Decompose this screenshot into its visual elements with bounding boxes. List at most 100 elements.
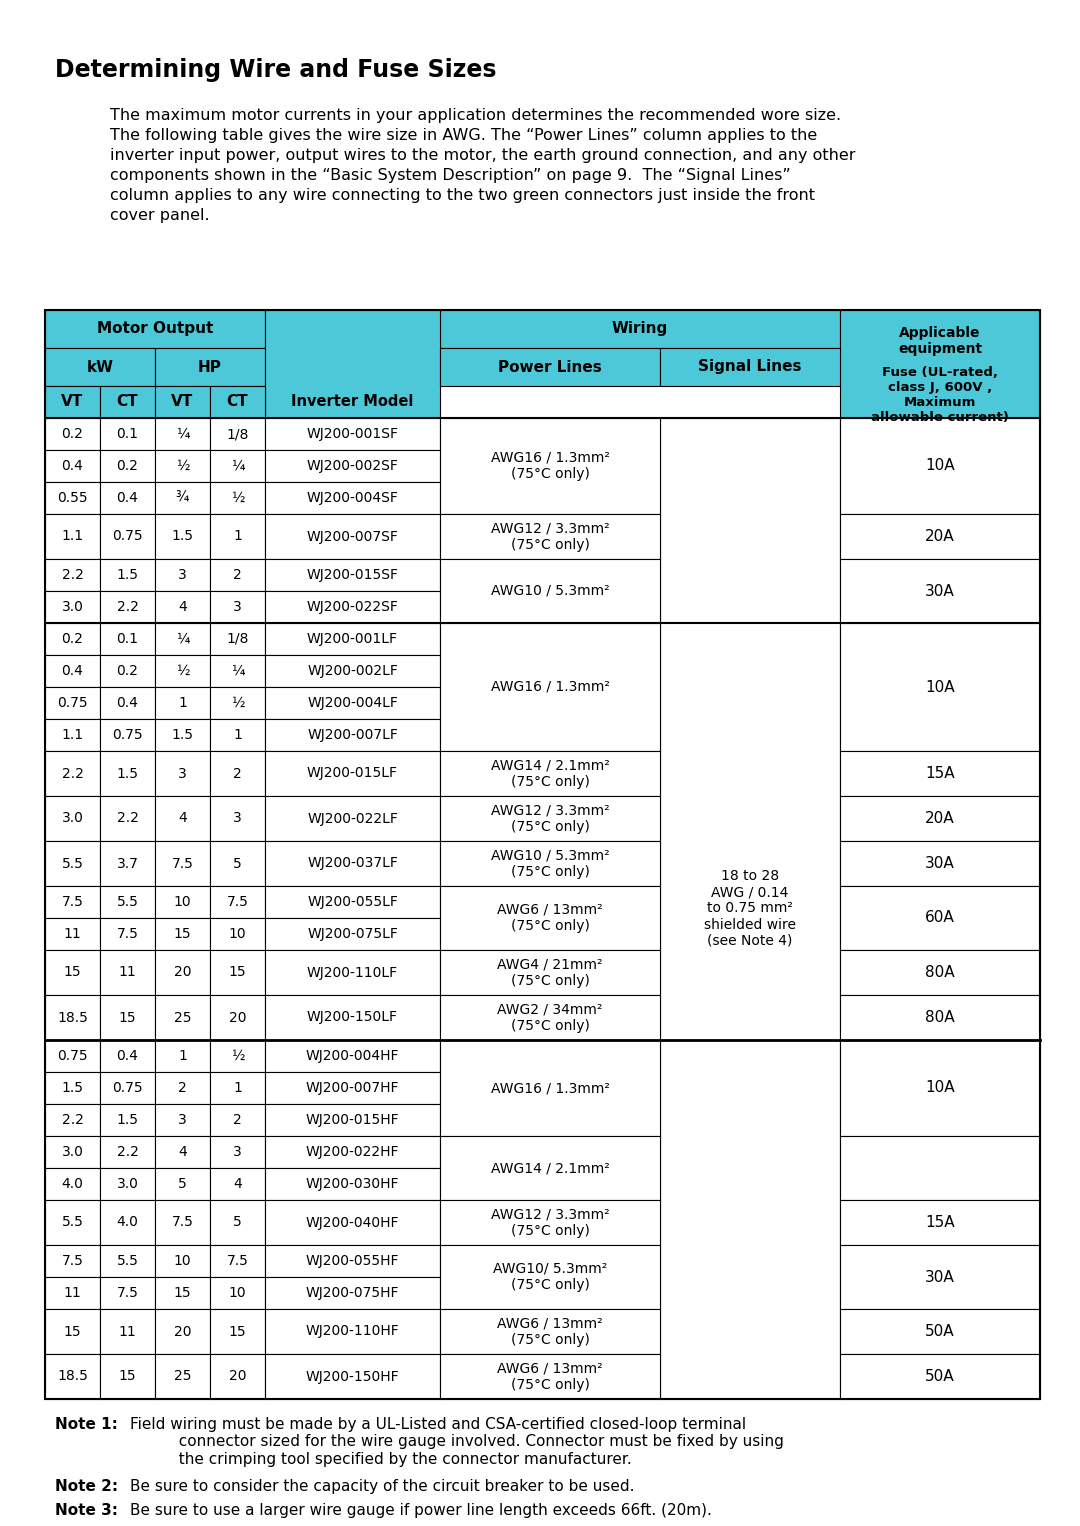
- Bar: [210, 887, 265, 919]
- Text: 3: 3: [178, 766, 187, 780]
- Bar: [840, 841, 1040, 887]
- Text: 0.2: 0.2: [117, 459, 138, 473]
- Text: ¼: ¼: [176, 427, 189, 441]
- Bar: [840, 1309, 1040, 1354]
- Bar: [265, 687, 440, 719]
- Text: 2.2: 2.2: [117, 812, 138, 826]
- Bar: [210, 919, 265, 951]
- Bar: [156, 1167, 210, 1199]
- Text: AWG2 / 34mm²
(75°C only): AWG2 / 34mm² (75°C only): [497, 1003, 603, 1033]
- Bar: [440, 1041, 660, 1135]
- Bar: [156, 655, 210, 687]
- Text: 7.5: 7.5: [227, 896, 248, 909]
- Text: 11: 11: [64, 1286, 81, 1300]
- Text: Applicable
equipment: Applicable equipment: [897, 327, 982, 356]
- Bar: [45, 1309, 100, 1354]
- Bar: [156, 995, 210, 1041]
- Bar: [156, 797, 210, 841]
- Text: 0.4: 0.4: [117, 696, 138, 710]
- Text: 2.2: 2.2: [117, 1144, 138, 1160]
- Bar: [45, 1041, 100, 1071]
- Text: 10: 10: [174, 1254, 191, 1268]
- Bar: [840, 995, 1040, 1041]
- Bar: [45, 719, 100, 751]
- Text: Power Lines: Power Lines: [498, 360, 602, 374]
- Text: 10: 10: [229, 1286, 246, 1300]
- Text: 1.5: 1.5: [117, 1112, 138, 1128]
- Text: WJ200-037LF: WJ200-037LF: [307, 856, 397, 870]
- Bar: [440, 559, 660, 623]
- Bar: [45, 1071, 100, 1103]
- Bar: [210, 719, 265, 751]
- Bar: [45, 623, 100, 655]
- Bar: [45, 559, 100, 591]
- Bar: [210, 1167, 265, 1199]
- Bar: [100, 482, 156, 514]
- Text: 0.75: 0.75: [112, 1080, 143, 1096]
- Text: 0.2: 0.2: [62, 427, 83, 441]
- Text: 15: 15: [174, 926, 191, 942]
- Text: 5.5: 5.5: [117, 1254, 138, 1268]
- Text: WJ200-004HF: WJ200-004HF: [306, 1048, 400, 1064]
- Text: WJ200-004SF: WJ200-004SF: [307, 491, 399, 505]
- Text: 10A: 10A: [926, 1080, 955, 1096]
- Bar: [156, 719, 210, 751]
- Bar: [45, 450, 100, 482]
- Text: 5.5: 5.5: [62, 1216, 83, 1230]
- Text: 2: 2: [178, 1080, 187, 1096]
- Text: ¼: ¼: [231, 459, 244, 473]
- Bar: [45, 418, 100, 450]
- Text: 0.75: 0.75: [57, 696, 87, 710]
- Text: 10A: 10A: [926, 458, 955, 473]
- Bar: [265, 482, 440, 514]
- Text: 11: 11: [119, 966, 136, 980]
- Bar: [45, 687, 100, 719]
- Text: 4.0: 4.0: [117, 1216, 138, 1230]
- Text: 25: 25: [174, 1369, 191, 1384]
- Text: AWG12 / 3.3mm²
(75°C only): AWG12 / 3.3mm² (75°C only): [490, 522, 609, 551]
- Bar: [100, 559, 156, 591]
- Bar: [265, 559, 440, 591]
- Bar: [210, 841, 265, 887]
- Bar: [440, 310, 840, 348]
- Text: 0.4: 0.4: [117, 491, 138, 505]
- Text: ½: ½: [176, 459, 189, 473]
- Bar: [210, 591, 265, 623]
- Bar: [210, 482, 265, 514]
- Text: 7.5: 7.5: [62, 896, 83, 909]
- Bar: [265, 1103, 440, 1135]
- Bar: [265, 514, 440, 559]
- Bar: [840, 514, 1040, 559]
- Text: WJ200-004LF: WJ200-004LF: [307, 696, 397, 710]
- Bar: [660, 348, 840, 386]
- Bar: [100, 995, 156, 1041]
- Bar: [45, 386, 100, 418]
- Text: 2.2: 2.2: [117, 600, 138, 613]
- Bar: [210, 687, 265, 719]
- Bar: [265, 623, 440, 655]
- Bar: [100, 514, 156, 559]
- Bar: [440, 841, 660, 887]
- Text: WJ200-075HF: WJ200-075HF: [306, 1286, 400, 1300]
- Bar: [440, 348, 660, 386]
- Text: ½: ½: [176, 664, 189, 678]
- Bar: [100, 887, 156, 919]
- Bar: [440, 995, 660, 1041]
- Bar: [840, 623, 1040, 751]
- Text: WJ200-007LF: WJ200-007LF: [307, 728, 397, 742]
- Text: ¾: ¾: [176, 491, 189, 505]
- Text: 3: 3: [233, 812, 242, 826]
- Bar: [265, 591, 440, 623]
- Text: 11: 11: [64, 926, 81, 942]
- Bar: [265, 655, 440, 687]
- Text: 0.75: 0.75: [57, 1048, 87, 1064]
- Text: 15A: 15A: [926, 766, 955, 781]
- Text: 3: 3: [233, 1144, 242, 1160]
- Text: 15: 15: [64, 966, 81, 980]
- Text: 1.5: 1.5: [117, 568, 138, 581]
- Bar: [156, 1277, 210, 1309]
- Text: 10: 10: [229, 926, 246, 942]
- Bar: [265, 418, 440, 450]
- Text: 18.5: 18.5: [57, 1369, 87, 1384]
- Text: 4: 4: [178, 1144, 187, 1160]
